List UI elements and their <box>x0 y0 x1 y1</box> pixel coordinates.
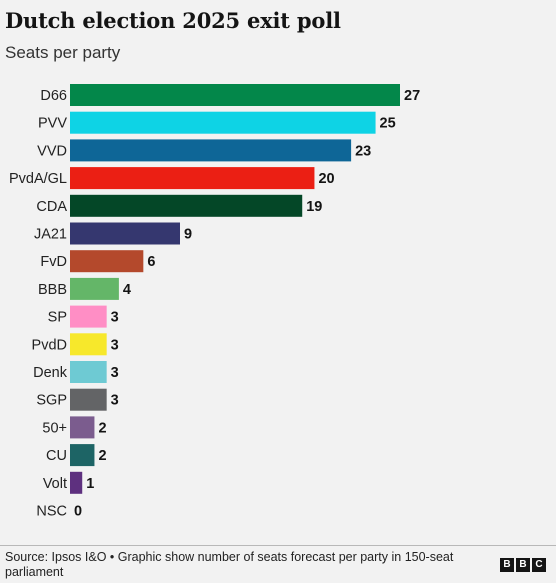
category-label: SP <box>48 310 67 326</box>
data-label: 2 <box>98 448 106 464</box>
footer-divider <box>0 545 556 546</box>
bbc-logo: B B C <box>500 558 546 572</box>
category-label: SGP <box>36 393 67 409</box>
chart-title: Dutch election 2025 exit poll <box>5 8 341 33</box>
data-label: 0 <box>74 504 82 520</box>
bar <box>70 471 83 494</box>
data-label: 1 <box>86 476 94 492</box>
data-label: 25 <box>380 116 396 132</box>
data-label: 3 <box>111 337 119 353</box>
category-label: FvD <box>40 254 67 270</box>
category-label: Denk <box>33 365 68 381</box>
data-label: 20 <box>318 171 334 187</box>
data-label: 3 <box>111 310 119 326</box>
bar <box>70 333 107 356</box>
data-label: 4 <box>123 282 131 298</box>
bar <box>70 111 376 134</box>
category-label: PVV <box>38 116 67 132</box>
bar <box>70 139 352 162</box>
data-label: 6 <box>147 254 155 270</box>
bar <box>70 167 315 190</box>
category-label: CU <box>46 448 67 464</box>
data-label: 3 <box>111 393 119 409</box>
category-label: D66 <box>40 88 67 104</box>
category-label: BBB <box>38 282 67 298</box>
bar <box>70 388 107 411</box>
data-label: 23 <box>355 143 371 159</box>
bar <box>70 305 107 328</box>
logo-letter: C <box>532 558 546 572</box>
bar <box>70 277 119 300</box>
data-label: 9 <box>184 227 192 243</box>
category-label: NSC <box>36 504 67 520</box>
data-label: 27 <box>404 88 420 104</box>
source-note: Source: Ipsos I&O • Graphic show number … <box>5 550 454 579</box>
bar <box>70 416 95 439</box>
category-label: 50+ <box>42 420 67 436</box>
category-label: JA21 <box>34 227 67 243</box>
logo-letter: B <box>500 558 514 572</box>
logo-letter: B <box>516 558 530 572</box>
data-label: 2 <box>98 420 106 436</box>
category-label: PvdD <box>32 337 67 353</box>
category-label: Volt <box>43 476 67 492</box>
bar <box>70 194 303 217</box>
bar <box>70 250 144 273</box>
bar <box>70 444 95 467</box>
bar <box>70 222 180 245</box>
chart-subtitle: Seats per party <box>5 43 121 62</box>
bar <box>70 361 107 383</box>
category-label: CDA <box>36 199 67 215</box>
data-label: 19 <box>306 199 322 215</box>
bar <box>70 84 400 106</box>
category-label: PvdA/GL <box>9 171 67 187</box>
category-label: VVD <box>37 143 67 159</box>
data-label: 3 <box>111 365 119 381</box>
